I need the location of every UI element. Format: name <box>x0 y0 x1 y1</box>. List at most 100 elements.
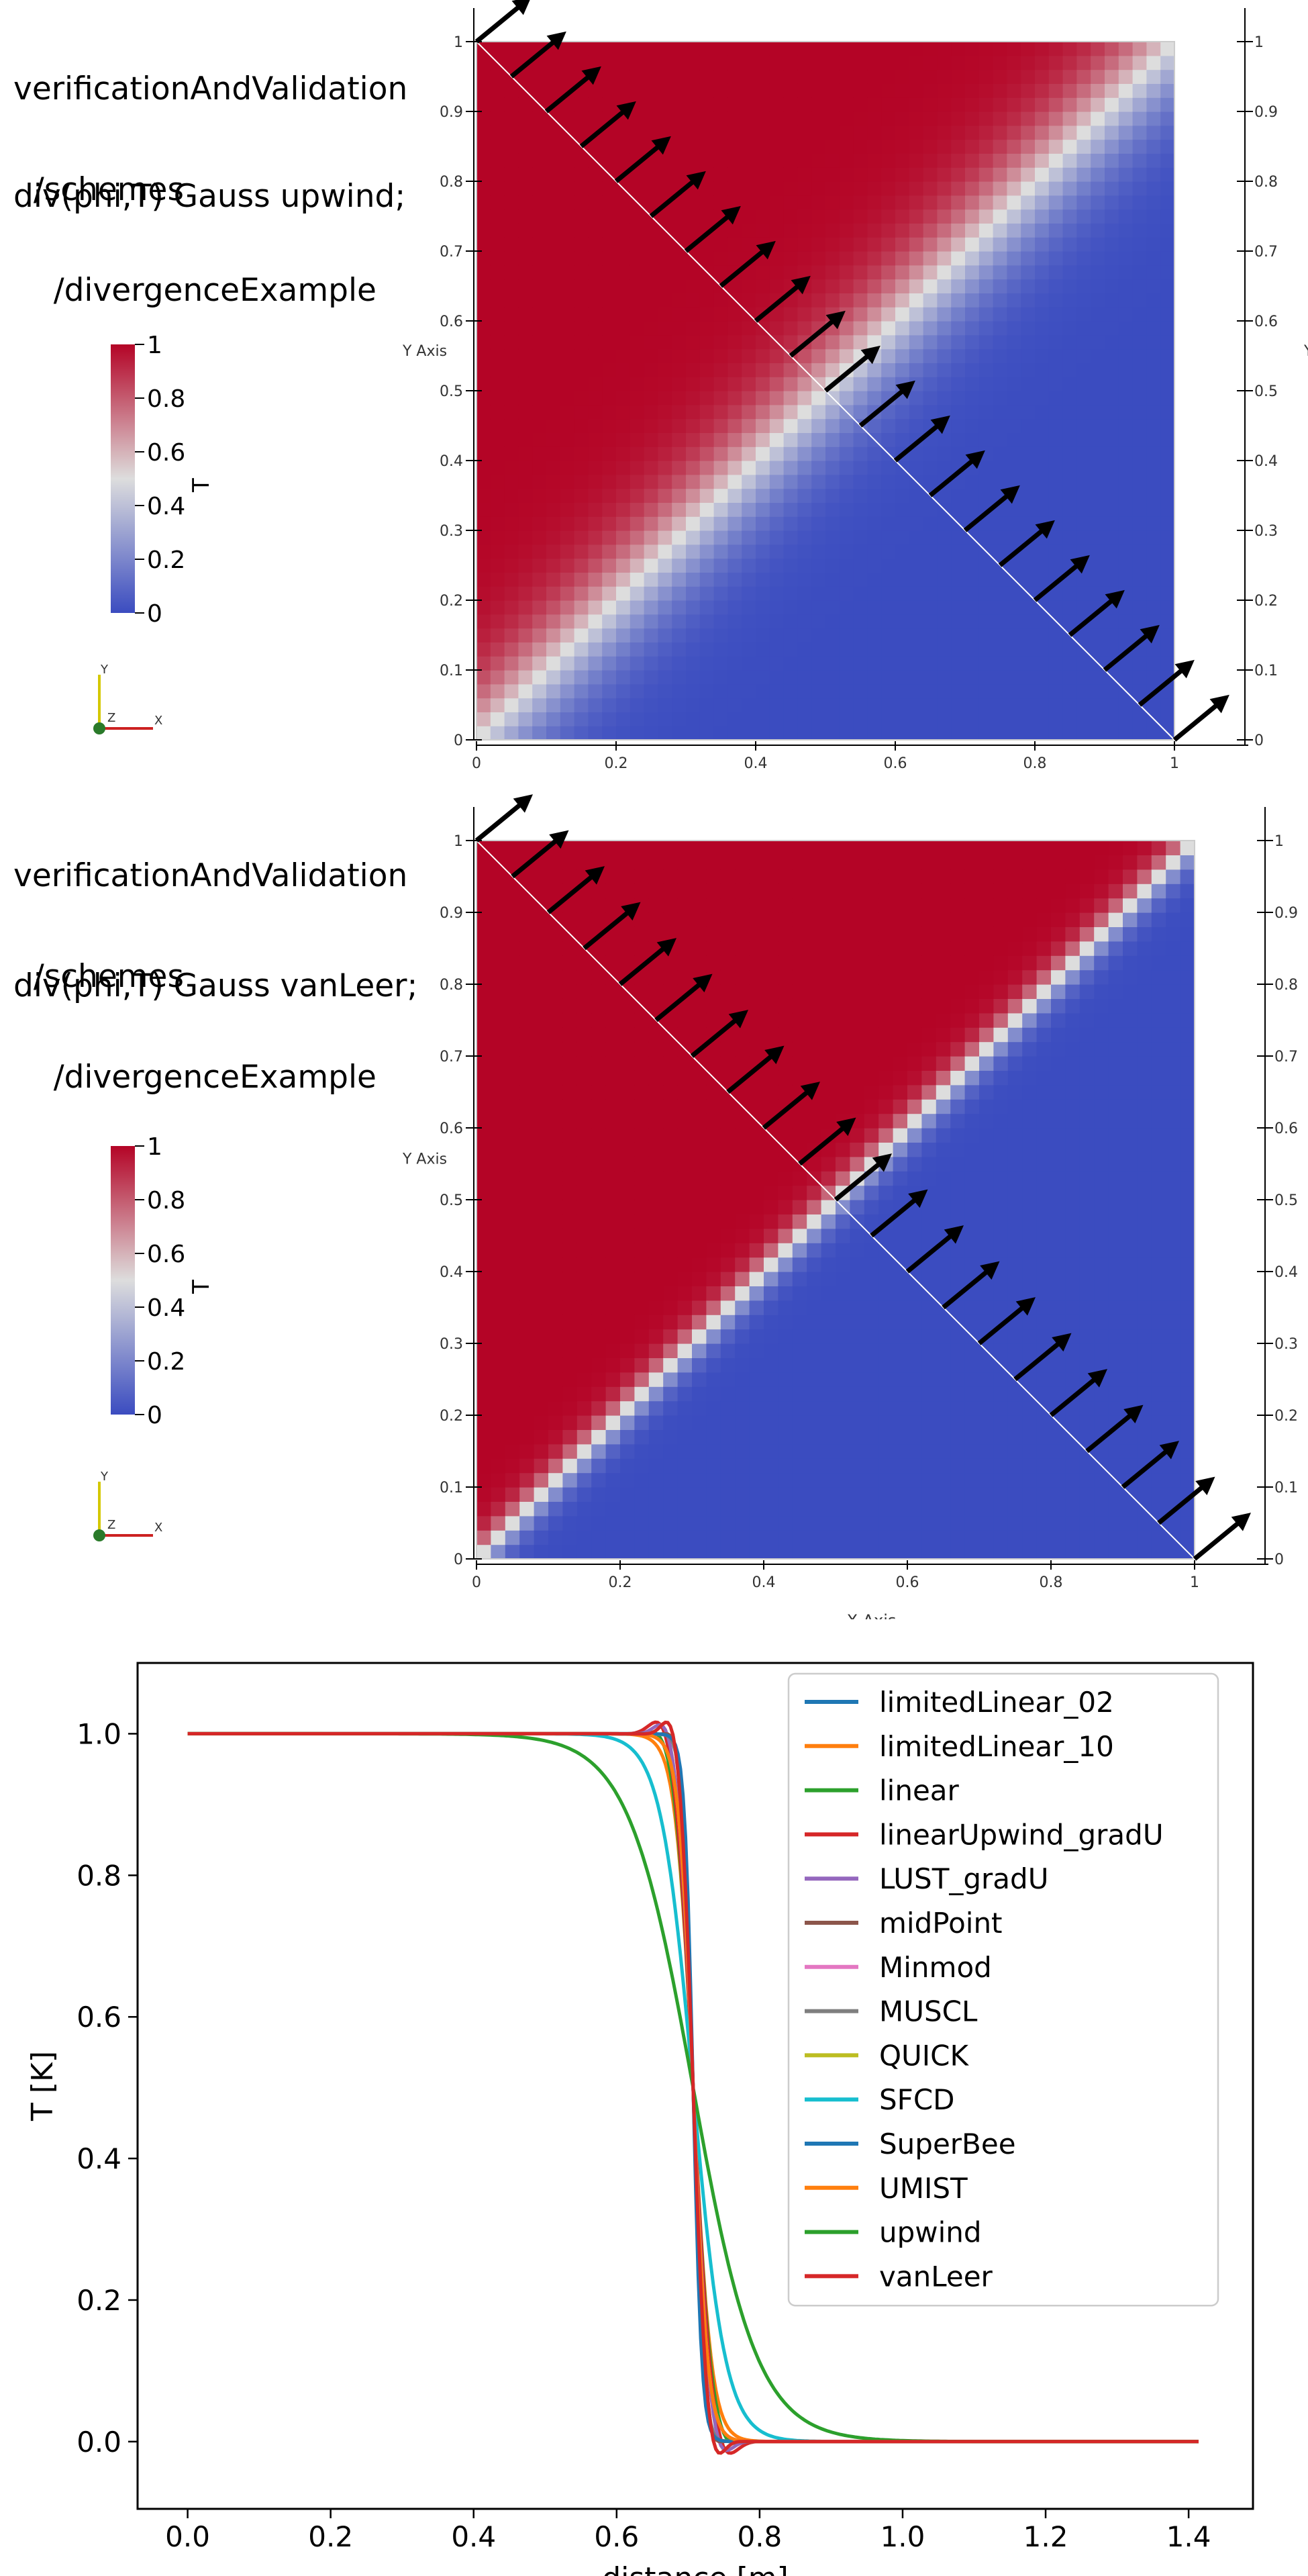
field-cell <box>749 1041 764 1057</box>
field-cell <box>672 712 687 726</box>
field-cell <box>850 855 865 870</box>
field-cell <box>588 474 603 489</box>
field-cell <box>735 1357 750 1373</box>
field-cell <box>713 307 728 322</box>
field-cell <box>807 1515 822 1531</box>
field-cell <box>1007 1156 1023 1172</box>
field-cell <box>881 97 896 112</box>
field-cell <box>720 1171 736 1186</box>
field-cell <box>1021 446 1036 461</box>
field-cell <box>491 1386 506 1402</box>
field-cell <box>1076 167 1091 182</box>
field-cell <box>878 1099 894 1114</box>
field-cell <box>1137 1286 1152 1301</box>
field-cell <box>756 348 770 363</box>
field-cell <box>881 195 896 210</box>
field-cell <box>476 363 491 377</box>
field-cell <box>839 572 854 587</box>
field-cell <box>964 1041 980 1057</box>
field-cell <box>677 1329 693 1344</box>
field-cell <box>727 544 742 559</box>
field-cell <box>605 1443 621 1459</box>
field-cell <box>853 167 868 182</box>
field-cell <box>605 1027 621 1043</box>
field-cell <box>742 600 756 615</box>
field-cell <box>505 1128 520 1143</box>
field-cell <box>792 1300 807 1315</box>
field-cell <box>1062 209 1077 224</box>
field-cell <box>979 1113 994 1129</box>
field-cell <box>1123 941 1138 956</box>
field-cell <box>605 1272 621 1286</box>
field-cell <box>491 1156 506 1172</box>
field-cell <box>720 1429 736 1445</box>
field-cell <box>921 1458 937 1474</box>
field-cell <box>749 1300 764 1315</box>
field-cell <box>923 670 938 685</box>
field-cell <box>692 1472 707 1488</box>
field-cell <box>605 1501 621 1517</box>
field-cell <box>727 139 742 154</box>
field-cell <box>534 884 549 899</box>
field-cell <box>588 195 603 210</box>
field-cell <box>1137 884 1152 899</box>
field-cell <box>574 418 589 433</box>
field-cell <box>1062 293 1077 307</box>
field-cell <box>979 926 994 942</box>
field-cell <box>588 139 603 154</box>
field-cell <box>634 1070 650 1086</box>
field-cell <box>993 474 1007 489</box>
field-cell <box>1076 307 1091 322</box>
field-cell <box>491 1012 506 1028</box>
field-cell <box>648 1329 664 1344</box>
field-cell <box>792 1544 807 1560</box>
field-cell <box>937 223 952 238</box>
field-cell <box>735 1200 750 1214</box>
field-cell <box>1137 1185 1152 1200</box>
field-cell <box>1035 363 1050 377</box>
field-cell <box>706 984 721 999</box>
field-cell <box>895 586 910 601</box>
field-cell <box>518 237 533 252</box>
field-cell <box>658 516 672 531</box>
field-cell <box>630 502 645 517</box>
field-cell <box>504 600 519 615</box>
field-cell <box>811 404 826 420</box>
field-cell <box>644 167 658 182</box>
field-cell <box>1007 461 1021 475</box>
field-cell <box>936 1041 951 1057</box>
field-cell <box>895 334 910 350</box>
field-cell <box>713 516 728 531</box>
field-cell <box>576 1041 592 1057</box>
field-cell <box>764 1156 778 1172</box>
field-cell <box>1035 572 1050 587</box>
field-cell <box>574 432 589 447</box>
field-cell <box>923 223 938 238</box>
field-cell <box>807 1228 822 1243</box>
field-cell <box>1022 1142 1038 1157</box>
field-cell <box>735 1329 750 1344</box>
field-cell <box>964 1027 980 1043</box>
field-cell <box>909 153 924 168</box>
field-cell <box>937 209 952 224</box>
field-cell <box>965 363 980 377</box>
field-cell <box>811 670 826 685</box>
field-cell <box>686 209 701 224</box>
field-cell <box>1036 1228 1052 1243</box>
field-cell <box>490 265 505 280</box>
field-cell <box>476 969 491 985</box>
field-cell <box>1051 1243 1066 1258</box>
field-cell <box>867 139 882 154</box>
field-cell <box>978 488 994 503</box>
field-cell <box>950 1343 966 1358</box>
field-cell <box>1160 656 1175 671</box>
field-cell <box>978 614 994 629</box>
field-cell <box>648 1515 664 1531</box>
field-cell <box>1137 898 1152 913</box>
field-cell <box>878 1257 894 1272</box>
field-cell <box>1123 969 1138 985</box>
field-cell <box>706 841 721 855</box>
field-cell <box>644 544 658 559</box>
field-cell <box>864 1415 879 1430</box>
field-cell <box>1091 572 1105 587</box>
